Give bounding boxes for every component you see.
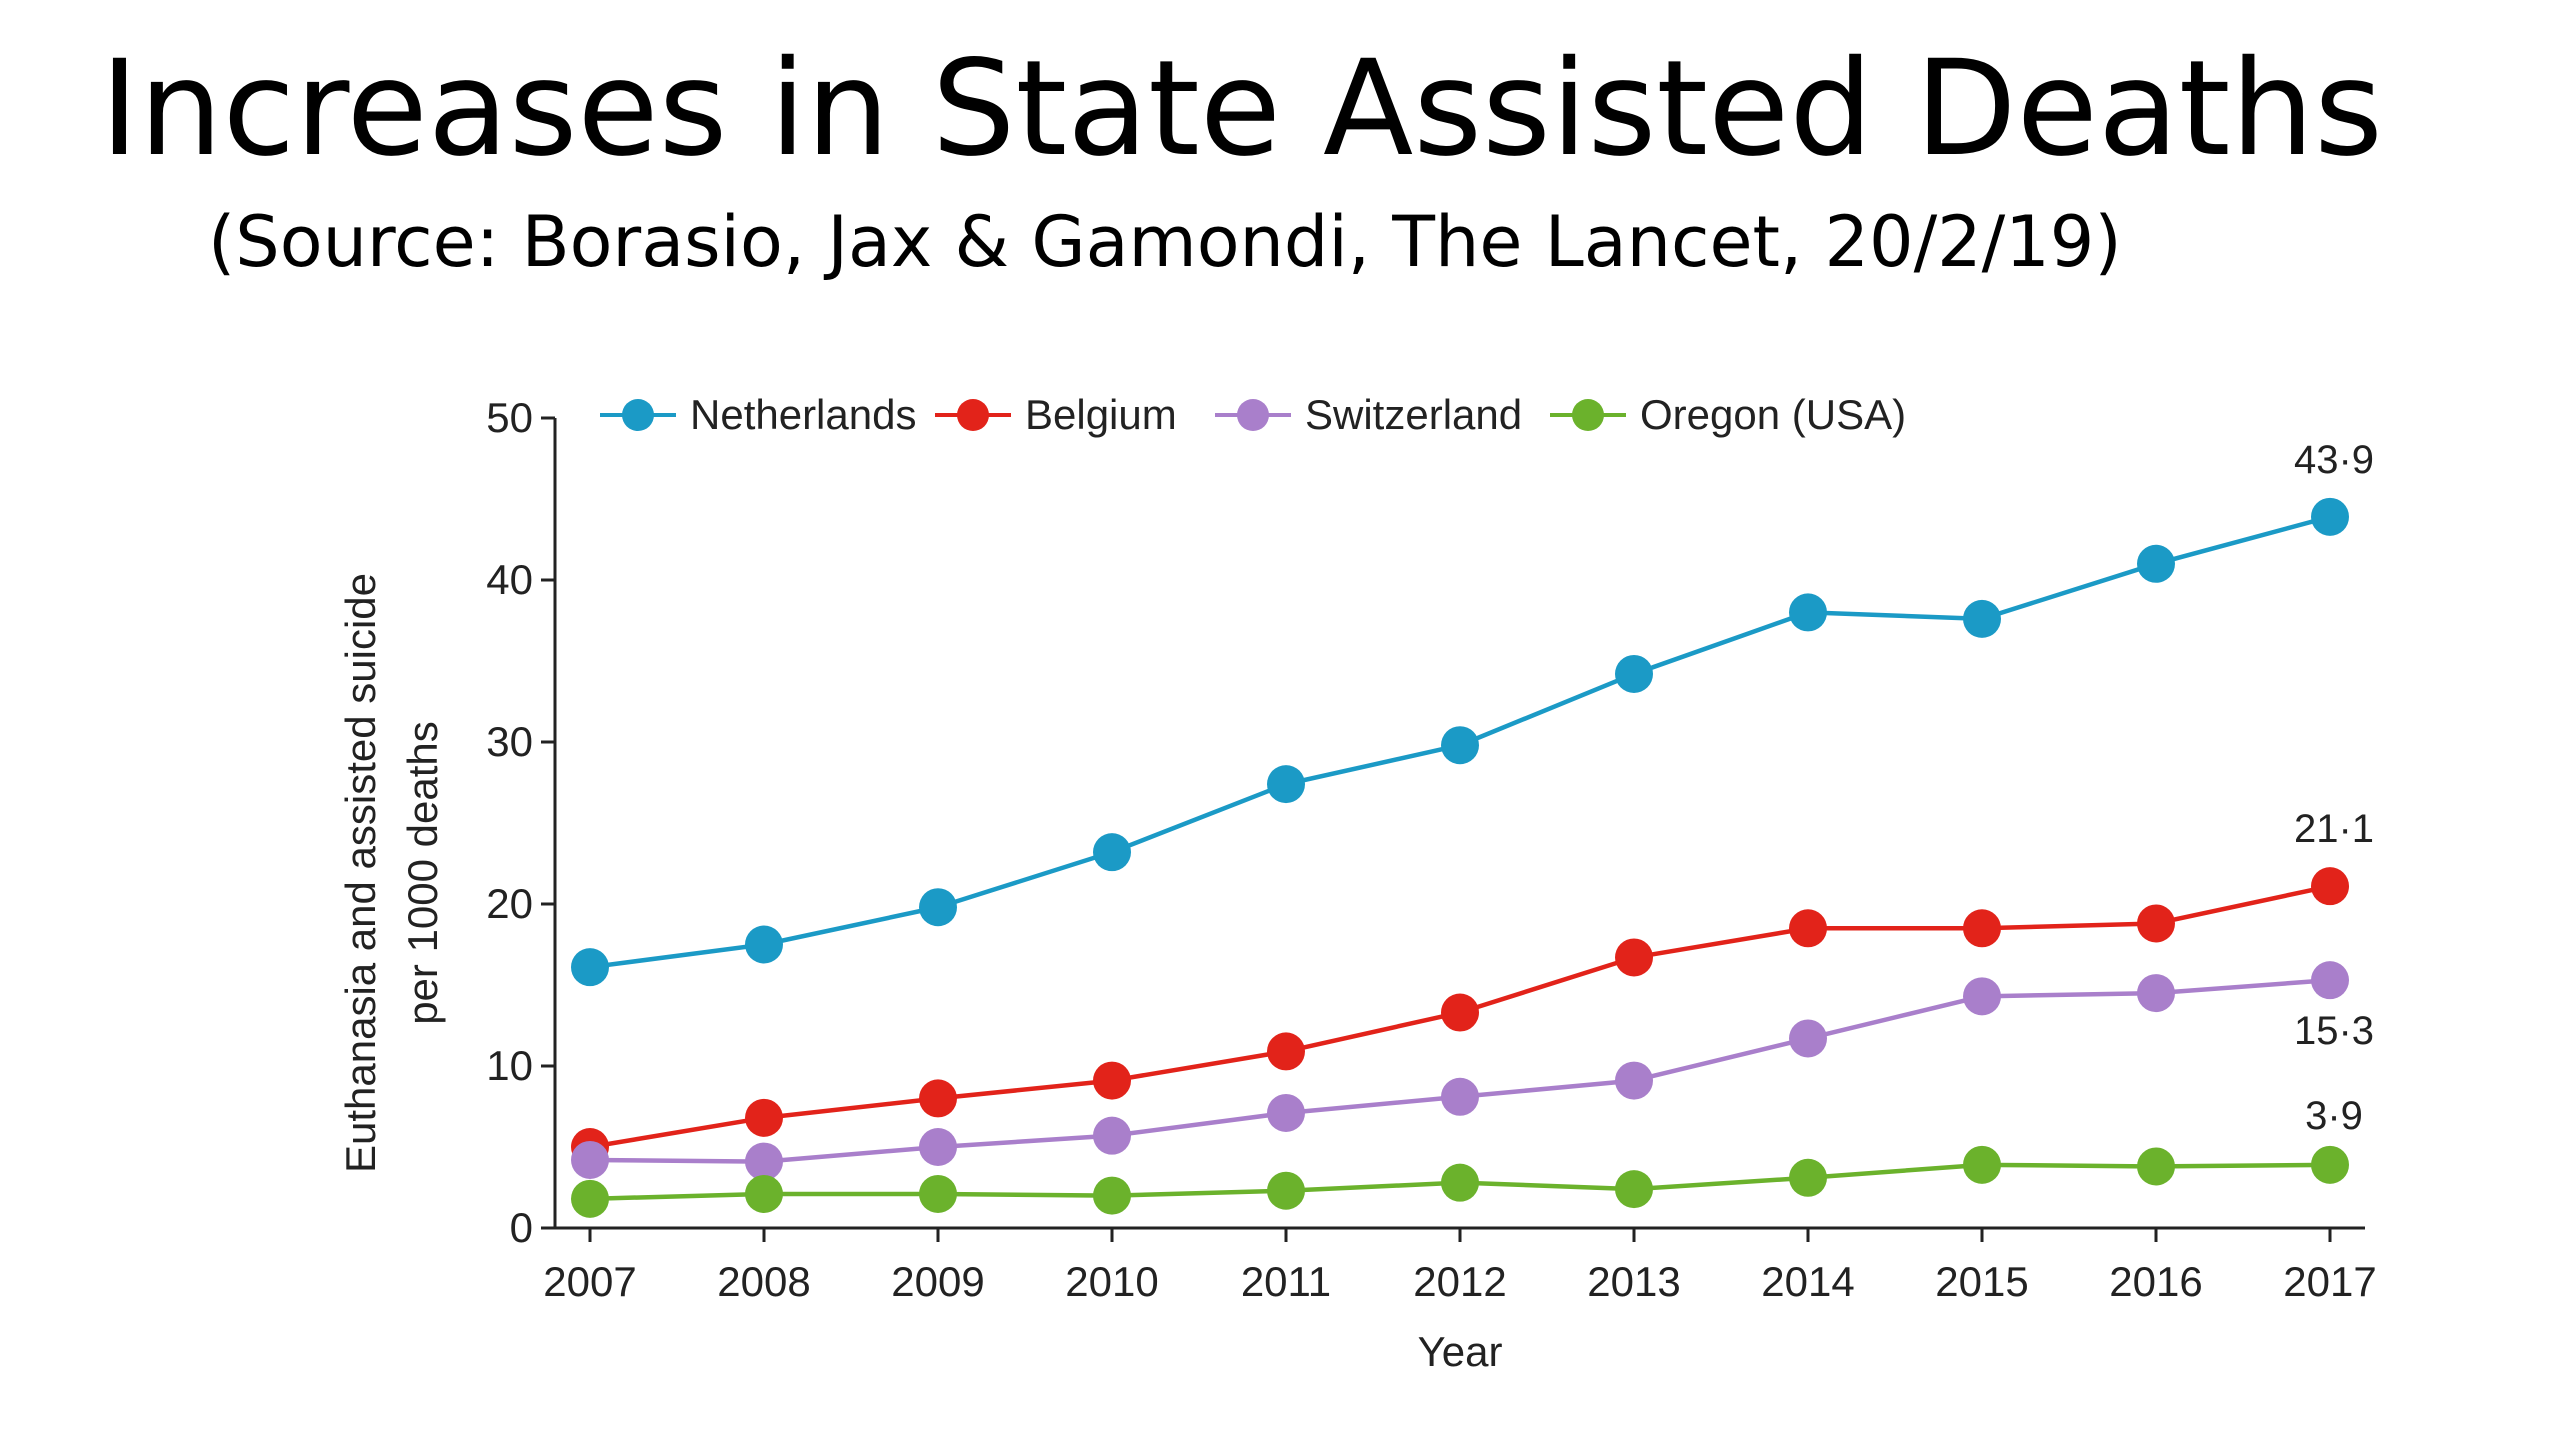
data-point (2137, 1147, 2175, 1186)
data-point (1963, 977, 2001, 1016)
data-label: 21·1 (2294, 807, 2374, 851)
data-point (745, 1174, 783, 1213)
y-tick-label: 50 (486, 394, 533, 441)
data-point (2311, 867, 2349, 906)
data-point (1267, 1171, 1305, 1210)
data-point (1615, 1170, 1653, 1209)
data-point (1093, 833, 1131, 872)
x-tick-label: 2007 (543, 1258, 636, 1305)
y-tick-label: 0 (510, 1204, 533, 1251)
data-point (1093, 1116, 1131, 1155)
legend-label: Belgium (1025, 391, 1177, 438)
y-tick-label: 30 (486, 718, 533, 765)
y-axis-label: Euthanasia and assisted suicide (337, 573, 384, 1173)
data-point (1789, 1158, 1827, 1197)
data-point (919, 888, 957, 927)
data-point (2311, 497, 2349, 536)
legend-marker (957, 399, 989, 431)
data-point (571, 1179, 609, 1218)
x-tick-label: 2013 (1587, 1258, 1680, 1305)
data-point (2137, 974, 2175, 1013)
data-point (919, 1128, 957, 1166)
data-point (2137, 544, 2175, 583)
data-point (1441, 1163, 1479, 1202)
data-point (919, 1079, 957, 1118)
y-axis-label: per 1000 deaths (399, 721, 446, 1025)
data-point (1963, 909, 2001, 948)
legend-label: Switzerland (1305, 391, 1522, 438)
data-point (1789, 1019, 1827, 1058)
legend-label: Netherlands (690, 391, 916, 438)
x-tick-label: 2008 (717, 1258, 810, 1305)
data-point (1267, 1032, 1305, 1071)
data-point (1963, 599, 2001, 638)
data-point (1441, 726, 1479, 765)
data-point (1441, 993, 1479, 1032)
x-tick-label: 2017 (2283, 1258, 2376, 1305)
data-point (1615, 938, 1653, 977)
x-tick-label: 2014 (1761, 1258, 1854, 1305)
x-tick-label: 2012 (1413, 1258, 1506, 1305)
data-point (1789, 909, 1827, 948)
data-point (1267, 765, 1305, 804)
data-label: 15·3 (2294, 1009, 2374, 1053)
legend-marker (622, 399, 654, 431)
y-tick-label: 20 (486, 880, 533, 927)
data-point (1267, 1093, 1305, 1132)
data-point (745, 925, 783, 964)
data-point (1789, 593, 1827, 632)
x-tick-label: 2009 (891, 1258, 984, 1305)
data-point (1615, 654, 1653, 693)
data-point (745, 1098, 783, 1137)
data-point (571, 948, 609, 987)
x-tick-label: 2015 (1935, 1258, 2028, 1305)
data-point (571, 1140, 609, 1179)
legend-marker (1237, 399, 1269, 431)
data-label: 43·9 (2294, 438, 2374, 482)
data-label: 3·9 (2305, 1094, 2363, 1138)
data-point (1093, 1061, 1131, 1100)
data-point (2137, 904, 2175, 943)
slide-title: Increases in State Assisted Deaths (100, 32, 2383, 186)
data-point (1093, 1176, 1131, 1215)
y-tick-label: 10 (486, 1042, 533, 1089)
data-point (919, 1174, 957, 1213)
data-point (745, 1142, 783, 1181)
slide-subtitle: (Source: Borasio, Jax & Gamondi, The Lan… (208, 201, 2122, 283)
legend-marker (1572, 399, 1604, 431)
data-point (1441, 1077, 1479, 1116)
x-tick-label: 2011 (1241, 1258, 1331, 1305)
legend-label: Oregon (USA) (1640, 391, 1906, 438)
data-point (1615, 1061, 1653, 1100)
x-tick-label: 2016 (2109, 1258, 2202, 1305)
data-point (2311, 961, 2349, 1000)
x-axis-label: Year (1418, 1328, 1503, 1375)
data-point (1963, 1145, 2001, 1184)
x-tick-label: 2010 (1065, 1258, 1158, 1305)
y-tick-label: 40 (486, 556, 533, 603)
data-point (2311, 1145, 2349, 1184)
